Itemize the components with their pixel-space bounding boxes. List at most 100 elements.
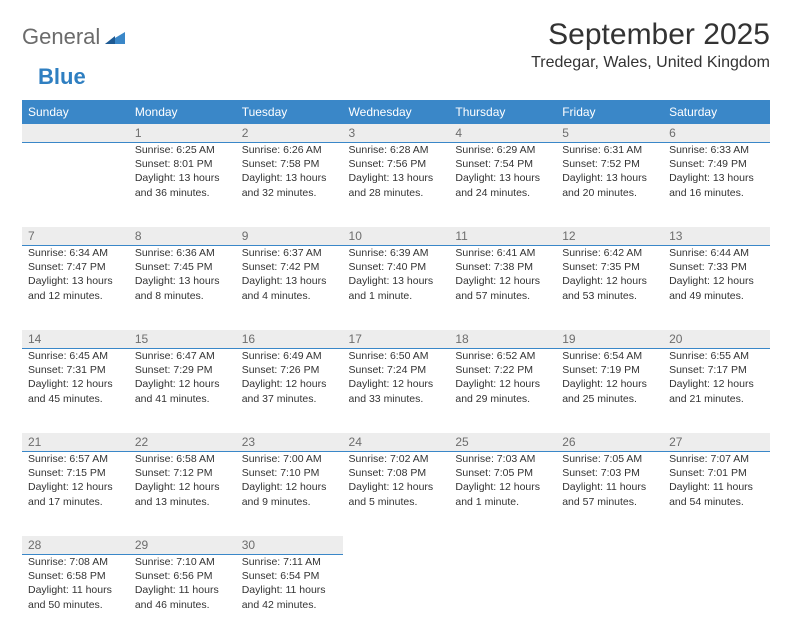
info-cell: Sunrise: 6:42 AMSunset: 7:35 PMDaylight:… (556, 246, 663, 330)
daylight-text: Daylight: 13 hours and 24 minutes. (455, 171, 550, 199)
date-cell: 26 (556, 433, 663, 452)
info-cell: Sunrise: 6:39 AMSunset: 7:40 PMDaylight:… (343, 246, 450, 330)
sunset-text: Sunset: 6:56 PM (135, 569, 230, 583)
info-cell: Sunrise: 7:02 AMSunset: 7:08 PMDaylight:… (343, 452, 450, 536)
date-cell: 22 (129, 433, 236, 452)
info-cell: Sunrise: 6:31 AMSunset: 7:52 PMDaylight:… (556, 143, 663, 227)
date-number: 20 (663, 330, 770, 349)
daylight-text: Daylight: 13 hours and 1 minute. (349, 274, 444, 302)
daylight-text: Daylight: 12 hours and 45 minutes. (28, 377, 123, 405)
daylight-text: Daylight: 11 hours and 54 minutes. (669, 480, 764, 508)
sunrise-text: Sunrise: 6:52 AM (455, 349, 550, 363)
date-number: 7 (22, 227, 129, 246)
info-cell: Sunrise: 6:29 AMSunset: 7:54 PMDaylight:… (449, 143, 556, 227)
daylight-text: Daylight: 13 hours and 4 minutes. (242, 274, 337, 302)
date-number: 13 (663, 227, 770, 246)
daylight-text: Daylight: 12 hours and 25 minutes. (562, 377, 657, 405)
date-cell: 6 (663, 124, 770, 143)
sunset-text: Sunset: 7:17 PM (669, 363, 764, 377)
date-cell: 27 (663, 433, 770, 452)
date-cell: 29 (129, 536, 236, 555)
daylight-text: Daylight: 12 hours and 21 minutes. (669, 377, 764, 405)
sunset-text: Sunset: 7:12 PM (135, 466, 230, 480)
date-number: 2 (236, 124, 343, 143)
daylight-text: Daylight: 11 hours and 46 minutes. (135, 583, 230, 611)
date-number (556, 536, 663, 554)
info-cell: Sunrise: 6:55 AMSunset: 7:17 PMDaylight:… (663, 349, 770, 433)
info-cell: Sunrise: 6:47 AMSunset: 7:29 PMDaylight:… (129, 349, 236, 433)
info-cell: Sunrise: 7:05 AMSunset: 7:03 PMDaylight:… (556, 452, 663, 536)
daylight-text: Daylight: 12 hours and 5 minutes. (349, 480, 444, 508)
title-block: September 2025 Tredegar, Wales, United K… (531, 18, 770, 72)
info-cell: Sunrise: 6:49 AMSunset: 7:26 PMDaylight:… (236, 349, 343, 433)
date-number (22, 124, 129, 143)
info-cell: Sunrise: 7:07 AMSunset: 7:01 PMDaylight:… (663, 452, 770, 536)
date-number: 17 (343, 330, 450, 349)
sunset-text: Sunset: 7:08 PM (349, 466, 444, 480)
logo: General (22, 18, 127, 50)
date-cell: 13 (663, 227, 770, 246)
sunrise-text: Sunrise: 6:39 AM (349, 246, 444, 260)
logo-word2: Blue (22, 64, 86, 90)
daylight-text: Daylight: 13 hours and 8 minutes. (135, 274, 230, 302)
daylight-text: Daylight: 13 hours and 16 minutes. (669, 171, 764, 199)
date-cell: 4 (449, 124, 556, 143)
sunrise-text: Sunrise: 6:26 AM (242, 143, 337, 157)
sunset-text: Sunset: 7:01 PM (669, 466, 764, 480)
sunset-text: Sunset: 7:05 PM (455, 466, 550, 480)
sunrise-text: Sunrise: 6:33 AM (669, 143, 764, 157)
date-cell: 19 (556, 330, 663, 349)
daylight-text: Daylight: 11 hours and 42 minutes. (242, 583, 337, 611)
sunrise-text: Sunrise: 6:50 AM (349, 349, 444, 363)
date-number: 30 (236, 536, 343, 555)
sunrise-text: Sunrise: 6:41 AM (455, 246, 550, 260)
calendar-week-info: Sunrise: 6:34 AMSunset: 7:47 PMDaylight:… (22, 246, 770, 330)
date-number: 10 (343, 227, 450, 246)
daylight-text: Daylight: 11 hours and 50 minutes. (28, 583, 123, 611)
sunrise-text: Sunrise: 7:10 AM (135, 555, 230, 569)
sunset-text: Sunset: 7:38 PM (455, 260, 550, 274)
calendar-week-info: Sunrise: 7:08 AMSunset: 6:58 PMDaylight:… (22, 555, 770, 639)
calendar-week-dates: 14151617181920 (22, 330, 770, 349)
calendar-week-info: Sunrise: 6:45 AMSunset: 7:31 PMDaylight:… (22, 349, 770, 433)
calendar-table: SundayMondayTuesdayWednesdayThursdayFrid… (22, 100, 770, 639)
daylight-text: Daylight: 13 hours and 28 minutes. (349, 171, 444, 199)
sunrise-text: Sunrise: 6:29 AM (455, 143, 550, 157)
calendar-week-dates: 21222324252627 (22, 433, 770, 452)
date-cell (343, 536, 450, 555)
daylight-text: Daylight: 12 hours and 1 minute. (455, 480, 550, 508)
info-cell (556, 555, 663, 639)
info-cell: Sunrise: 6:44 AMSunset: 7:33 PMDaylight:… (663, 246, 770, 330)
sunrise-text: Sunrise: 6:36 AM (135, 246, 230, 260)
info-cell: Sunrise: 6:58 AMSunset: 7:12 PMDaylight:… (129, 452, 236, 536)
sunrise-text: Sunrise: 6:45 AM (28, 349, 123, 363)
date-cell: 7 (22, 227, 129, 246)
date-number: 27 (663, 433, 770, 452)
daylight-text: Daylight: 12 hours and 53 minutes. (562, 274, 657, 302)
info-cell: Sunrise: 6:34 AMSunset: 7:47 PMDaylight:… (22, 246, 129, 330)
date-cell: 8 (129, 227, 236, 246)
date-number: 11 (449, 227, 556, 246)
date-cell: 30 (236, 536, 343, 555)
date-number (343, 536, 450, 554)
date-number: 19 (556, 330, 663, 349)
info-cell: Sunrise: 6:57 AMSunset: 7:15 PMDaylight:… (22, 452, 129, 536)
daylight-text: Daylight: 12 hours and 13 minutes. (135, 480, 230, 508)
sunset-text: Sunset: 7:15 PM (28, 466, 123, 480)
date-cell: 3 (343, 124, 450, 143)
sunset-text: Sunset: 7:49 PM (669, 157, 764, 171)
sunrise-text: Sunrise: 7:11 AM (242, 555, 337, 569)
info-cell (449, 555, 556, 639)
sunrise-text: Sunrise: 6:54 AM (562, 349, 657, 363)
calendar-header-row: SundayMondayTuesdayWednesdayThursdayFrid… (22, 100, 770, 124)
date-number: 18 (449, 330, 556, 349)
date-number: 3 (343, 124, 450, 143)
sunset-text: Sunset: 6:58 PM (28, 569, 123, 583)
date-cell: 24 (343, 433, 450, 452)
info-cell: Sunrise: 7:11 AMSunset: 6:54 PMDaylight:… (236, 555, 343, 639)
sunset-text: Sunset: 7:29 PM (135, 363, 230, 377)
info-cell: Sunrise: 7:00 AMSunset: 7:10 PMDaylight:… (236, 452, 343, 536)
date-cell: 21 (22, 433, 129, 452)
info-cell: Sunrise: 6:37 AMSunset: 7:42 PMDaylight:… (236, 246, 343, 330)
date-cell: 11 (449, 227, 556, 246)
